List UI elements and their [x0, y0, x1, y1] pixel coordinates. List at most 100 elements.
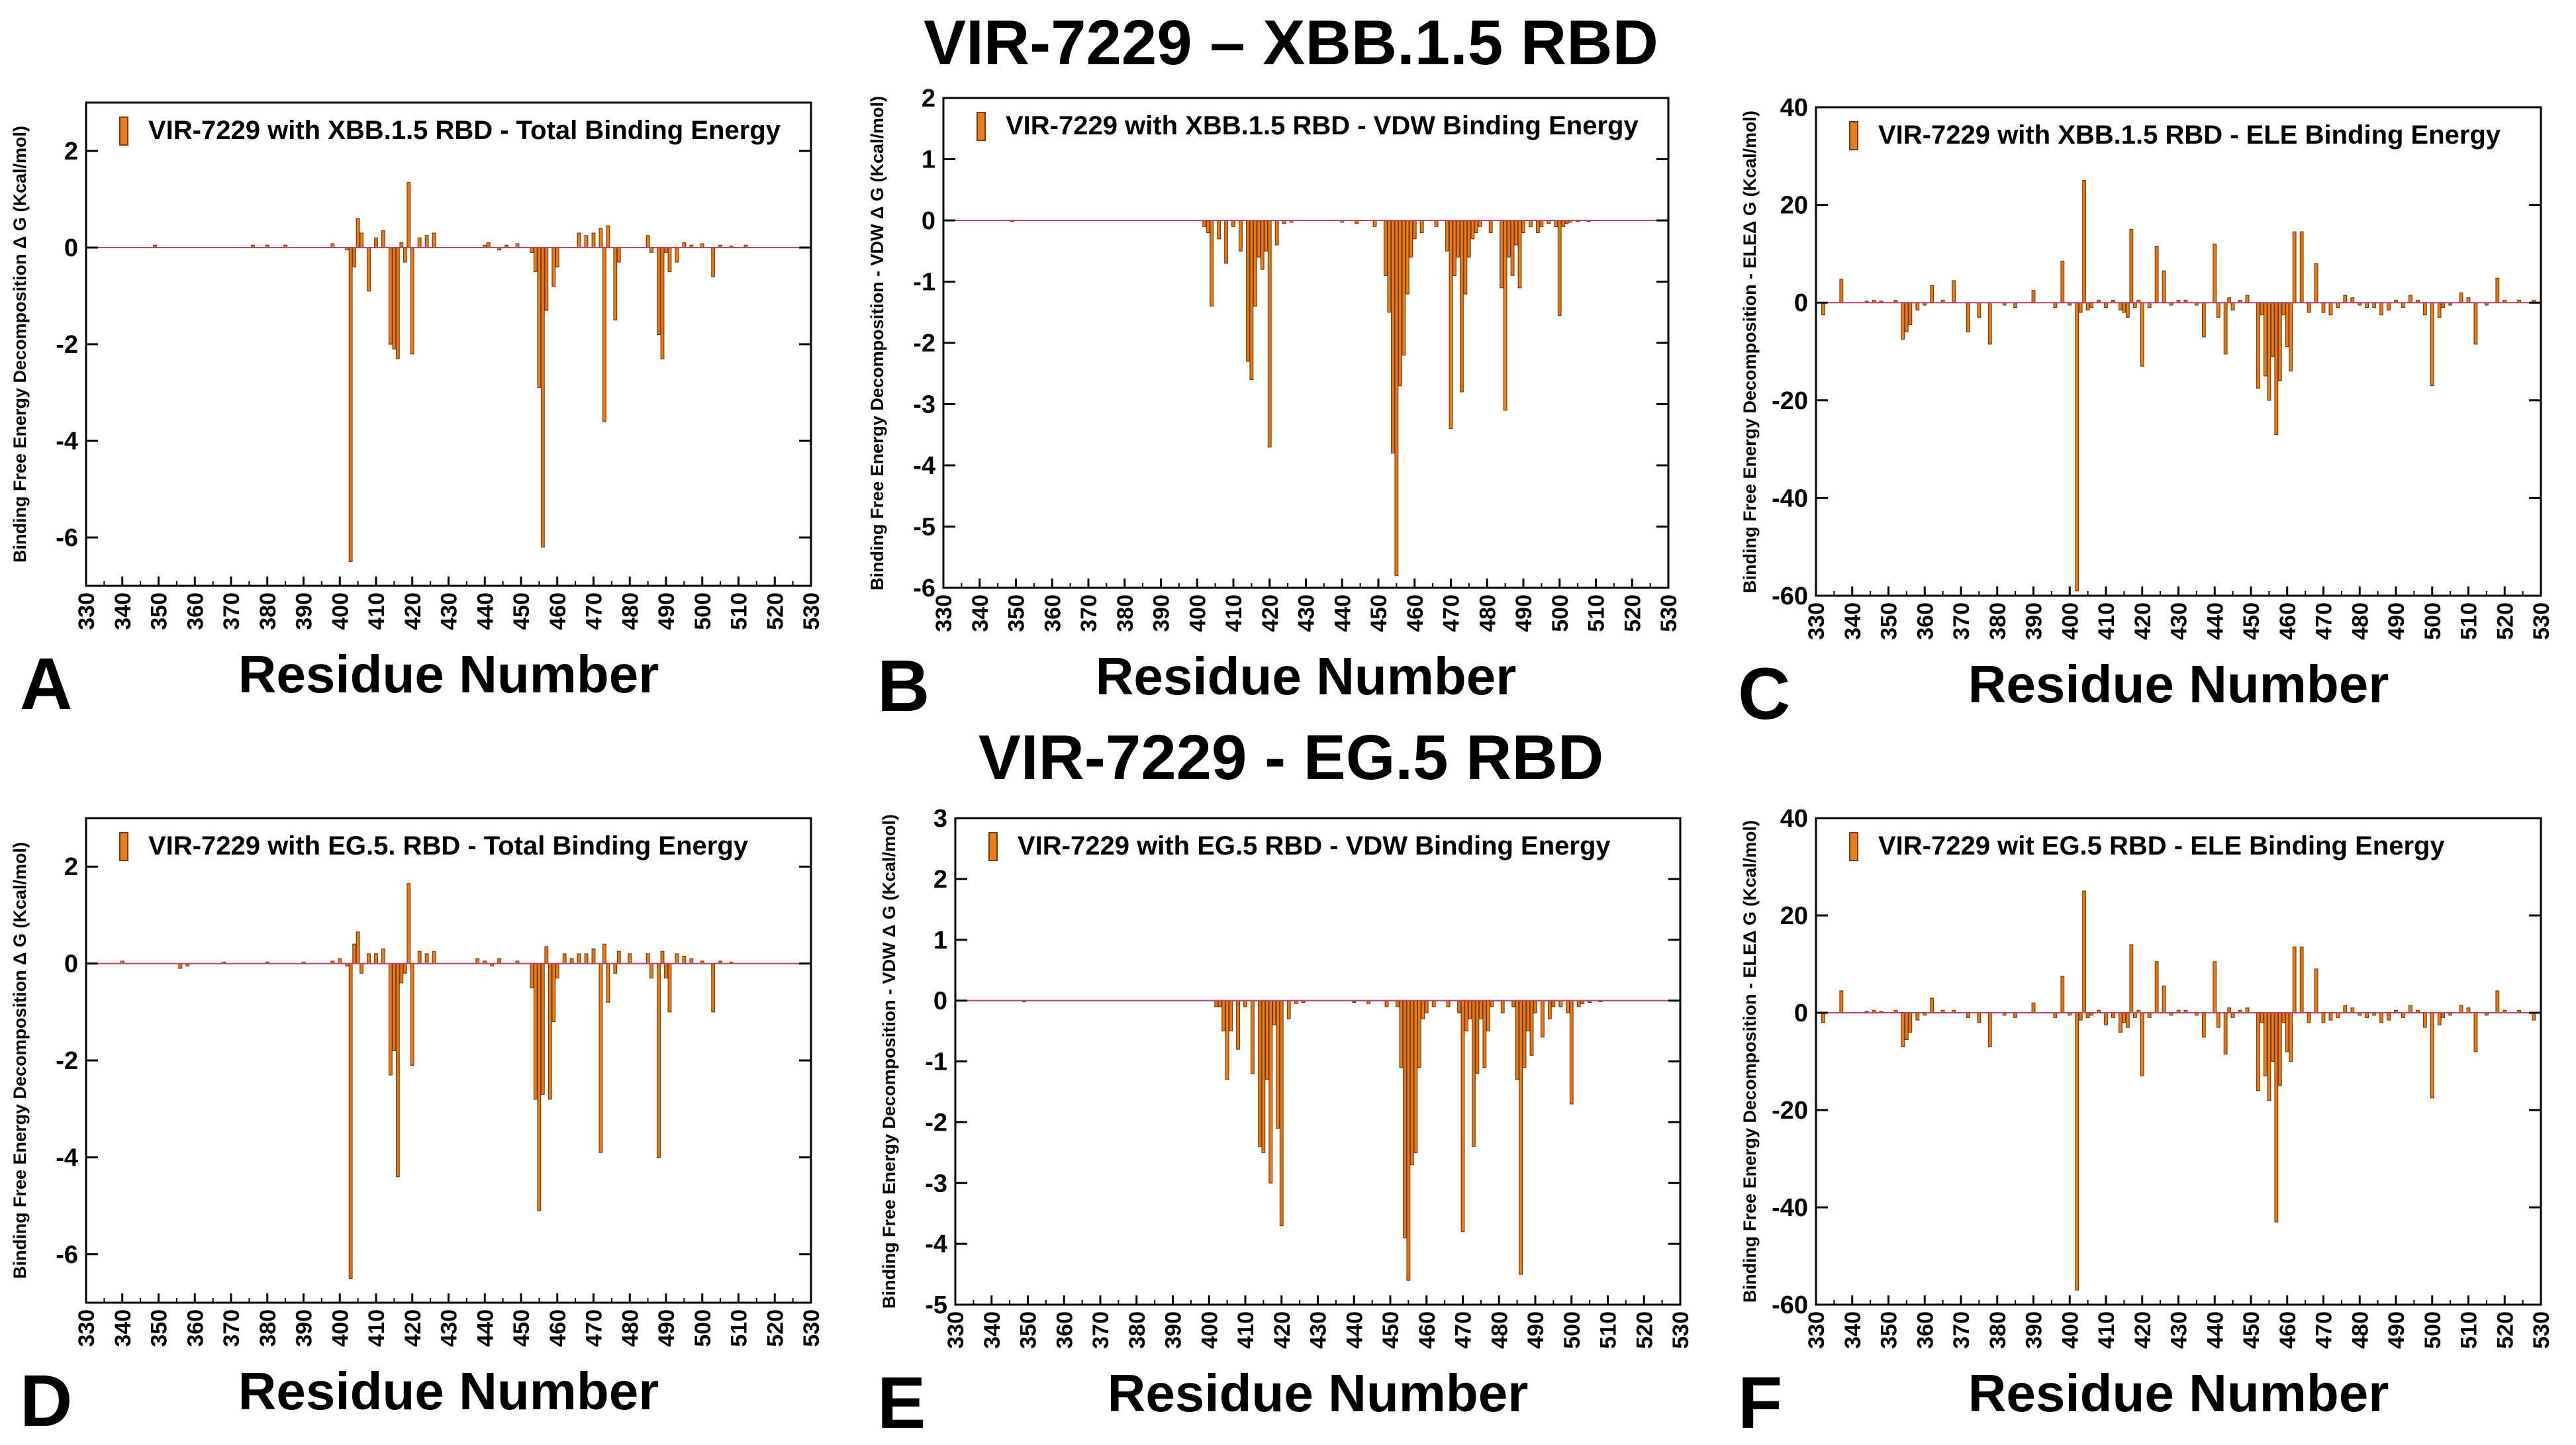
bar [1977, 302, 1981, 318]
bar [1930, 998, 1934, 1013]
bar [2227, 297, 2232, 303]
bar [1839, 990, 1844, 1013]
bar [1394, 220, 1399, 577]
bar [406, 883, 411, 964]
bar [2256, 302, 2260, 389]
bar [392, 963, 397, 1051]
bar [2060, 260, 2065, 303]
bar [2422, 302, 2427, 316]
bar [2140, 302, 2144, 367]
bar [1510, 220, 1515, 276]
bar [1529, 220, 1533, 227]
x-tick-label: 500 [691, 1309, 716, 1347]
bar [2307, 1012, 2311, 1023]
bar [1904, 1012, 1909, 1041]
bar [1434, 220, 1439, 227]
bar [667, 247, 672, 273]
bar [1515, 1000, 1519, 1080]
bar [1821, 1012, 1825, 1023]
bar [2129, 228, 2134, 303]
legend: VIR-7229 with XBB.1.5 RBD - ELE Binding … [1849, 120, 2501, 150]
x-axis-label: Residue Number [1968, 655, 2389, 714]
bar [1251, 1000, 1255, 1074]
y-tick-label: 1 [933, 927, 947, 955]
y-tick-label: -4 [56, 428, 78, 455]
bar [533, 963, 538, 1100]
bar [381, 230, 385, 248]
bar [1987, 302, 1992, 345]
bar [1217, 220, 1221, 240]
bar [2223, 302, 2228, 355]
bar [392, 247, 397, 350]
bar [2285, 1012, 2289, 1052]
bar [2285, 302, 2289, 348]
bar [598, 228, 603, 248]
y-tick-label: 40 [1780, 805, 1808, 833]
bar [1987, 1012, 1992, 1048]
x-tick-label: 400 [2058, 602, 2083, 640]
x-tick-label: 350 [1016, 1311, 1041, 1349]
bar [537, 963, 542, 1211]
bar [1406, 1000, 1411, 1281]
bar [1507, 220, 1511, 258]
x-axis-label: Residue Number [1095, 647, 1517, 706]
bar [2401, 1012, 2405, 1018]
bar [1239, 220, 1243, 252]
panel-d: 330 340 350 360 370 380 390 400 410 420 430 440 450 4… [0, 712, 858, 1442]
bar [1930, 285, 1934, 303]
y-tick-label: -3 [925, 1170, 947, 1197]
x-tick-label: 340 [111, 1309, 136, 1347]
bar [1384, 1000, 1389, 1007]
x-tick-label: 480 [618, 592, 643, 630]
bar [1901, 1012, 1905, 1048]
bar [2216, 302, 2220, 318]
bar [1419, 220, 1424, 234]
y-tick-label: 0 [64, 951, 78, 978]
bar [2129, 944, 2134, 1013]
x-tick-label: 510 [1584, 594, 1609, 632]
bar [530, 963, 534, 988]
x-tick-label: 380 [256, 1309, 281, 1347]
x-tick-label: 440 [2203, 1311, 2228, 1349]
bar [1977, 1012, 1981, 1023]
x-tick-label: 370 [1949, 602, 1974, 640]
bar [1478, 1000, 1483, 1019]
bar [2147, 302, 2152, 308]
x-tick-label: 360 [1040, 594, 1065, 632]
bar [616, 951, 621, 964]
plot-svg: 330 340 350 360 370 380 390 400 410 420 430 440 450 4… [913, 85, 1682, 632]
x-tick-label: 340 [968, 594, 993, 632]
bar [1202, 220, 1207, 227]
bar [2281, 302, 2286, 316]
x-tick-label: 490 [654, 1309, 679, 1347]
legend-label: VIR-7229 with XBB.1.5 RBD - ELE Binding … [1878, 120, 2501, 150]
bar [1446, 1000, 1451, 1007]
bar [628, 953, 632, 964]
bar [1409, 220, 1413, 258]
x-tick-label: 470 [1451, 1311, 1476, 1349]
bar [1908, 1012, 1913, 1033]
bar [2245, 1007, 2250, 1013]
bar [374, 237, 378, 248]
bar [2118, 302, 2123, 310]
x-tick-label: 480 [1487, 1311, 1512, 1349]
x-tick-label: 350 [147, 1309, 172, 1347]
bar [2213, 244, 2217, 303]
bar [1521, 220, 1525, 234]
bar [2132, 1012, 2137, 1018]
x-tick-label: 360 [1913, 602, 1938, 640]
bar [417, 237, 422, 248]
bar [2201, 302, 2206, 338]
bar [424, 953, 429, 964]
x-tick-label: 500 [1560, 1311, 1585, 1349]
x-tick-label: 530 [2529, 1311, 2554, 1349]
bar [1372, 220, 1377, 227]
bar [2495, 277, 2500, 303]
bar [2230, 1012, 2235, 1018]
x-tick-label: 500 [2420, 602, 2446, 640]
x-tick-label: 470 [582, 592, 607, 630]
bar [2328, 1012, 2333, 1021]
y-tick-label: -60 [1772, 583, 1808, 610]
bar [1456, 220, 1460, 258]
bar [1206, 220, 1210, 234]
